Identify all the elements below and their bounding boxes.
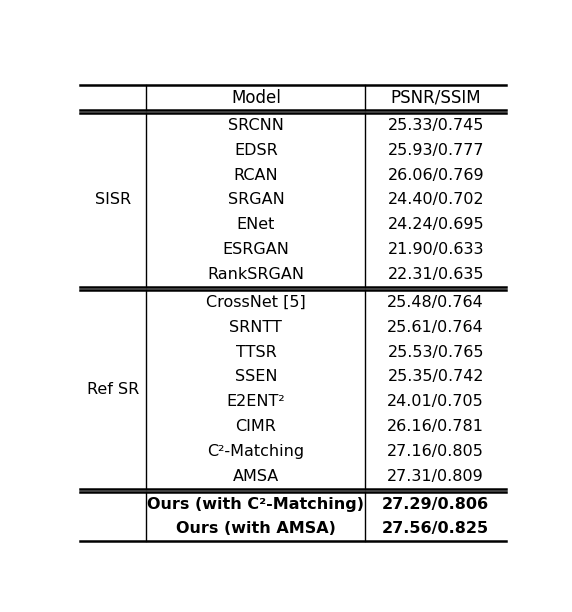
Text: 21.90/0.633: 21.90/0.633	[387, 242, 484, 257]
Text: 27.31/0.809: 27.31/0.809	[387, 469, 484, 484]
Text: Ours (with C²-Matching): Ours (with C²-Matching)	[148, 496, 364, 512]
Text: Ref SR: Ref SR	[87, 382, 140, 397]
Text: PSNR/SSIM: PSNR/SSIM	[391, 89, 481, 106]
Text: SISR: SISR	[96, 192, 132, 207]
Text: 26.06/0.769: 26.06/0.769	[387, 168, 484, 182]
Text: 27.16/0.805: 27.16/0.805	[387, 444, 484, 459]
Text: CIMR: CIMR	[236, 419, 276, 434]
Text: SSEN: SSEN	[235, 370, 277, 384]
Text: 25.93/0.777: 25.93/0.777	[387, 143, 484, 158]
Text: 24.24/0.695: 24.24/0.695	[387, 217, 484, 233]
Text: 25.53/0.765: 25.53/0.765	[387, 345, 484, 359]
Text: E2ENT²: E2ENT²	[227, 394, 285, 409]
Text: ENet: ENet	[237, 217, 275, 233]
Text: 26.16/0.781: 26.16/0.781	[387, 419, 484, 434]
Text: SRNTT: SRNTT	[229, 319, 283, 335]
Text: 25.48/0.764: 25.48/0.764	[387, 295, 484, 310]
Text: 27.56/0.825: 27.56/0.825	[382, 521, 489, 537]
Text: CrossNet [5]: CrossNet [5]	[206, 295, 306, 310]
Text: 22.31/0.635: 22.31/0.635	[387, 267, 484, 282]
Text: TTSR: TTSR	[236, 345, 276, 359]
Text: EDSR: EDSR	[234, 143, 278, 158]
Text: SRCNN: SRCNN	[228, 118, 284, 133]
Text: 24.40/0.702: 24.40/0.702	[387, 192, 484, 207]
Text: 25.35/0.742: 25.35/0.742	[387, 370, 484, 384]
Text: Ours (with AMSA): Ours (with AMSA)	[176, 521, 336, 537]
Text: 24.01/0.705: 24.01/0.705	[387, 394, 484, 409]
Text: RCAN: RCAN	[233, 168, 278, 182]
Text: SRGAN: SRGAN	[228, 192, 284, 207]
Text: 27.29/0.806: 27.29/0.806	[382, 496, 489, 512]
Text: AMSA: AMSA	[233, 469, 279, 484]
Text: 25.33/0.745: 25.33/0.745	[387, 118, 484, 133]
Text: 25.61/0.764: 25.61/0.764	[387, 319, 484, 335]
Text: RankSRGAN: RankSRGAN	[208, 267, 304, 282]
Text: C²-Matching: C²-Matching	[208, 444, 304, 459]
Text: Model: Model	[231, 89, 281, 106]
Text: ESRGAN: ESRGAN	[223, 242, 289, 257]
